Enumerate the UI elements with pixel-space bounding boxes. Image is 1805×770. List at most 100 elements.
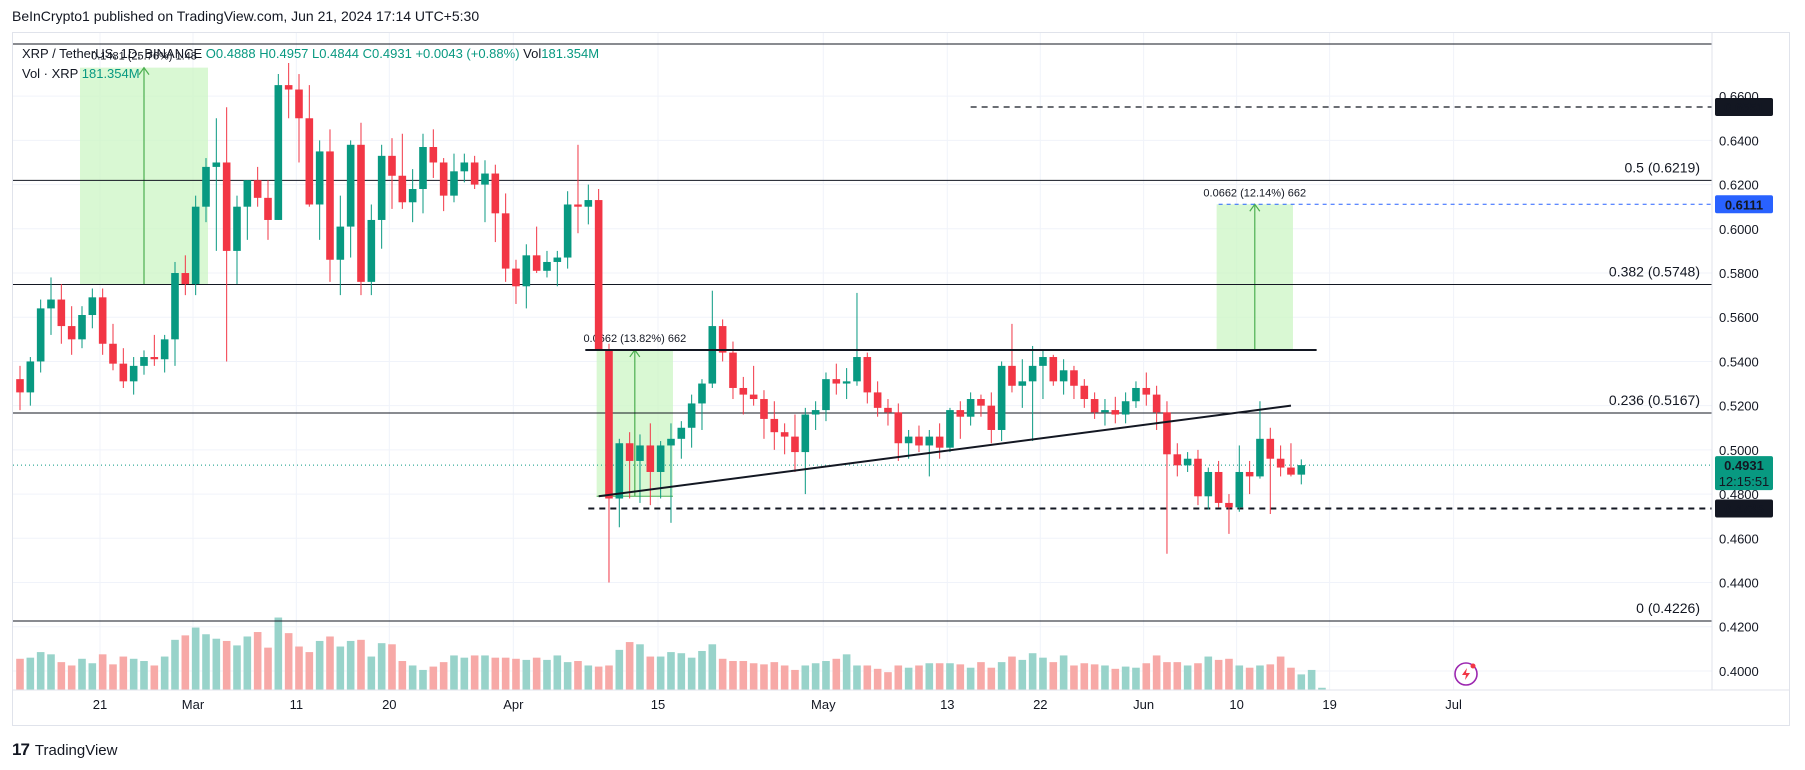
time-tick-label: 22 xyxy=(1033,697,1047,712)
volume-bar xyxy=(718,658,727,690)
volume-bar xyxy=(150,665,159,690)
candle-body xyxy=(408,189,417,203)
level-tag-bg xyxy=(1715,97,1773,116)
tradingview-brand[interactable]: TradingView xyxy=(34,741,118,759)
volume-bar xyxy=(78,658,86,690)
legend-row-price: XRP / TetherUS, 1D, BINANCE O0.4888 H0.4… xyxy=(22,44,599,64)
candle-body xyxy=(977,399,985,406)
candle-body xyxy=(1276,458,1285,468)
candle-body xyxy=(388,155,396,176)
volume-bar xyxy=(894,665,903,690)
candle-body xyxy=(439,162,448,196)
volume-bar xyxy=(16,658,24,690)
candle-body xyxy=(336,226,345,260)
volume-bar xyxy=(574,661,582,690)
volume-bar xyxy=(646,656,655,690)
volume-bar xyxy=(274,617,283,690)
volume-bar xyxy=(904,667,913,690)
candle-body xyxy=(646,445,655,472)
candle-body xyxy=(636,445,644,461)
legend-low: L0.4844 xyxy=(312,46,360,61)
candle-body xyxy=(191,206,200,285)
candle-body xyxy=(625,443,634,461)
candle-body xyxy=(997,365,1006,430)
candle-body xyxy=(253,180,262,198)
legend: XRP / TetherUS, 1D, BINANCE O0.4888 H0.4… xyxy=(22,44,599,84)
current-price-tag: 0.4931 xyxy=(1724,458,1764,473)
candle-body xyxy=(605,350,613,499)
price-tick-label: 0.4800 xyxy=(1719,487,1759,502)
volume-bar xyxy=(605,665,613,690)
fib-label: 0.5 (0.6219) xyxy=(1625,159,1701,175)
volume-bar xyxy=(1018,659,1027,690)
volume-bar xyxy=(346,640,355,690)
level-tag: 0.6551 xyxy=(1724,100,1764,115)
candle-body xyxy=(925,436,934,446)
candle-body xyxy=(946,410,954,448)
legend-symbol[interactable]: XRP / TetherUS, 1D, BINANCE xyxy=(22,46,203,61)
volume-bar xyxy=(171,639,179,690)
candle-body xyxy=(842,381,851,384)
candle-body xyxy=(129,365,138,382)
candle-body xyxy=(26,361,35,393)
replay-icon[interactable] xyxy=(1454,662,1478,686)
volume-bar xyxy=(977,662,985,690)
candle-body xyxy=(1297,465,1306,475)
candle-body xyxy=(140,357,148,366)
time-tick-label: Jun xyxy=(1133,697,1154,712)
legend-volume-label[interactable]: Vol · XRP xyxy=(22,66,79,81)
volume-bar xyxy=(853,665,861,690)
tradingview-logo: 17 xyxy=(12,740,30,759)
volume-bar xyxy=(512,658,520,690)
candle-body xyxy=(522,255,531,287)
volume-bar xyxy=(191,627,200,690)
volume-bar xyxy=(140,661,148,690)
candle-body xyxy=(160,339,169,360)
candle-body xyxy=(481,173,489,185)
candle-body xyxy=(1183,458,1192,466)
volume-bar xyxy=(532,657,541,690)
candle-body xyxy=(512,268,520,287)
volume-bar xyxy=(36,652,45,690)
volume-bar xyxy=(26,657,35,690)
volume-bar xyxy=(367,656,376,690)
candlesticks xyxy=(16,63,1306,583)
volume-bar xyxy=(842,654,851,690)
target-tag-bg xyxy=(1715,195,1773,214)
candle-body xyxy=(956,410,965,417)
candle-body xyxy=(377,155,386,220)
chart-frame xyxy=(12,32,1790,726)
volume-bar xyxy=(336,646,345,690)
price-tick-label: 0.5200 xyxy=(1719,399,1759,414)
candle-body xyxy=(832,379,841,384)
volume-bar xyxy=(1194,663,1202,690)
fib-label: 0.236 (0.5167) xyxy=(1609,392,1700,408)
fib-label: 0 (0.4226) xyxy=(1636,600,1700,616)
volume-bar xyxy=(1297,674,1306,690)
volume-bar xyxy=(315,640,324,690)
volume-bar xyxy=(501,657,510,690)
volume-bar xyxy=(749,663,758,690)
volume-bar xyxy=(243,636,252,690)
candle-body xyxy=(1008,365,1016,386)
volume-bar xyxy=(873,668,882,690)
volume-bar xyxy=(780,665,789,690)
candle-body xyxy=(367,219,376,282)
volume-bar xyxy=(915,665,923,690)
volume-bar xyxy=(1090,664,1099,690)
volume-bar xyxy=(1276,656,1285,690)
volume-bar xyxy=(1132,667,1140,690)
volume-bar xyxy=(1142,663,1151,690)
legend-volume-value: 181.354M xyxy=(81,66,140,81)
volume-bars xyxy=(16,617,1326,690)
volume-bar xyxy=(326,636,334,690)
volume-bar xyxy=(760,664,768,690)
time-tick-label: 13 xyxy=(940,697,954,712)
volume-bar xyxy=(181,635,190,690)
volume-bar xyxy=(1008,656,1016,690)
volume-bar xyxy=(253,632,262,690)
candle-body xyxy=(584,200,593,207)
candle-body xyxy=(47,299,55,309)
candle-body xyxy=(1214,471,1223,503)
